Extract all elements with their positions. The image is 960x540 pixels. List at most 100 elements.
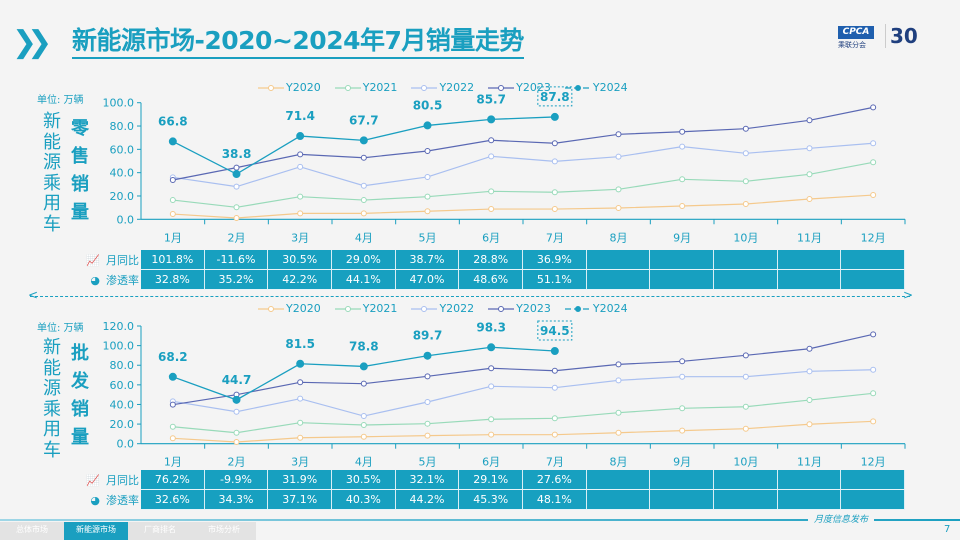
data-point	[360, 197, 367, 204]
table-cell	[714, 250, 778, 270]
table-cell	[650, 270, 715, 290]
data-point	[742, 373, 749, 380]
data-point	[550, 112, 559, 121]
data-label: 81.5	[285, 337, 315, 351]
table-cell: 76.2%	[141, 470, 205, 490]
data-point	[488, 431, 495, 438]
table-cell: 29.1%	[459, 470, 524, 490]
x-tick-label: 5月	[419, 456, 437, 469]
data-point	[870, 104, 877, 111]
table-cell: 40.3%	[332, 490, 396, 510]
data-point	[679, 405, 686, 412]
table-cell	[841, 470, 906, 490]
data-point	[488, 188, 495, 195]
tab-manufacturer-ranking[interactable]: 厂商排名	[128, 522, 192, 540]
legend: Y2020 Y2021 Y2022 Y2023 Y2024	[258, 81, 628, 94]
data-point	[615, 204, 622, 211]
data-point	[742, 201, 749, 208]
unit-label: 单位: 万辆	[37, 95, 84, 106]
y-tick-label: 40.0	[110, 167, 135, 180]
legend-item: Y2021	[334, 302, 397, 315]
data-point	[168, 137, 177, 146]
legend-marker-icon	[258, 305, 284, 312]
data-point	[806, 345, 813, 352]
data-point	[424, 373, 431, 380]
y-tick-label: 40.0	[110, 398, 135, 411]
tab-market-analysis[interactable]: 市场分析	[192, 522, 256, 540]
data-point	[297, 419, 304, 426]
yoy-row-label: 📈 月同比 ◕ 渗透率	[86, 253, 139, 288]
data-point	[233, 164, 240, 171]
x-tick-label: 4月	[355, 456, 373, 469]
data-point	[233, 439, 240, 446]
data-point	[615, 409, 622, 416]
data-point	[742, 352, 749, 359]
y-tick-label: 80.0	[110, 359, 135, 372]
data-point	[679, 143, 686, 150]
line-chart-icon: 📈	[86, 253, 100, 267]
legend-item: Y2023	[488, 81, 551, 94]
data-point	[360, 182, 367, 189]
table-cell: 32.1%	[395, 470, 460, 490]
y-tick-label: 60.0	[110, 143, 135, 156]
data-point	[424, 147, 431, 154]
legend-marker-icon	[411, 305, 438, 312]
data-point	[551, 415, 558, 422]
data-point	[488, 153, 495, 160]
data-point	[679, 203, 686, 210]
page-title: 新能源市场-2020~2024年7月销量走势	[72, 26, 524, 59]
data-point	[169, 211, 176, 218]
series-line-Y2021	[172, 161, 874, 208]
data-point	[359, 136, 368, 145]
legend-label: Y2023	[516, 302, 551, 315]
data-point	[297, 379, 304, 386]
legend-label: Y2020	[286, 81, 321, 94]
data-point	[551, 431, 558, 438]
series-line-Y2023	[172, 106, 874, 181]
legend-item: Y2022	[411, 81, 474, 94]
y-tick-label: 100.0	[103, 340, 135, 353]
legend-label: Y2020	[286, 302, 321, 315]
arrow-left-icon: <	[28, 288, 39, 302]
data-point	[169, 197, 176, 204]
data-label: 38.8	[222, 147, 252, 161]
table-cell: 27.6%	[523, 470, 587, 490]
data-label: 98.3	[476, 320, 506, 334]
data-point	[169, 177, 176, 184]
data-point	[233, 183, 240, 190]
data-point	[487, 343, 496, 352]
data-label: 71.4	[285, 109, 315, 123]
table-cell: 38.7%	[395, 250, 460, 270]
data-point	[360, 421, 367, 428]
legend-item: Y2024	[564, 302, 628, 315]
data-point	[168, 372, 177, 381]
data-point	[806, 196, 813, 203]
data-point	[232, 395, 241, 404]
tab-nev-market[interactable]: 新能源市场	[64, 522, 128, 540]
data-point	[551, 189, 558, 196]
table-cell: 48.6%	[459, 270, 524, 290]
table-cell	[586, 250, 651, 270]
highlight-box	[537, 320, 573, 341]
table-cell: 44.2%	[395, 490, 460, 510]
table-cell	[841, 250, 906, 270]
data-point	[870, 390, 877, 397]
data-point	[870, 159, 877, 166]
data-point	[424, 399, 431, 406]
x-tick-label: 6月	[482, 456, 500, 469]
y-tick-label: 80.0	[110, 120, 135, 133]
data-point	[488, 383, 495, 390]
x-tick-label: 1月	[164, 456, 182, 469]
table-cell: 34.3%	[204, 490, 269, 510]
legend-item: Y2021	[334, 81, 397, 94]
data-point	[297, 193, 304, 200]
x-tick-label: 7月	[546, 231, 564, 244]
table-cell	[777, 250, 842, 270]
x-tick-label: 2月	[228, 456, 246, 469]
data-point	[870, 366, 877, 373]
table-cell: 35.2%	[204, 270, 269, 290]
tab-overall-market[interactable]: 总体市场	[0, 522, 64, 540]
cpca-logo: CPCA 乘联分会 30	[838, 24, 918, 49]
table-cell: 32.6%	[141, 490, 205, 510]
table-cell: 45.3%	[459, 490, 524, 510]
